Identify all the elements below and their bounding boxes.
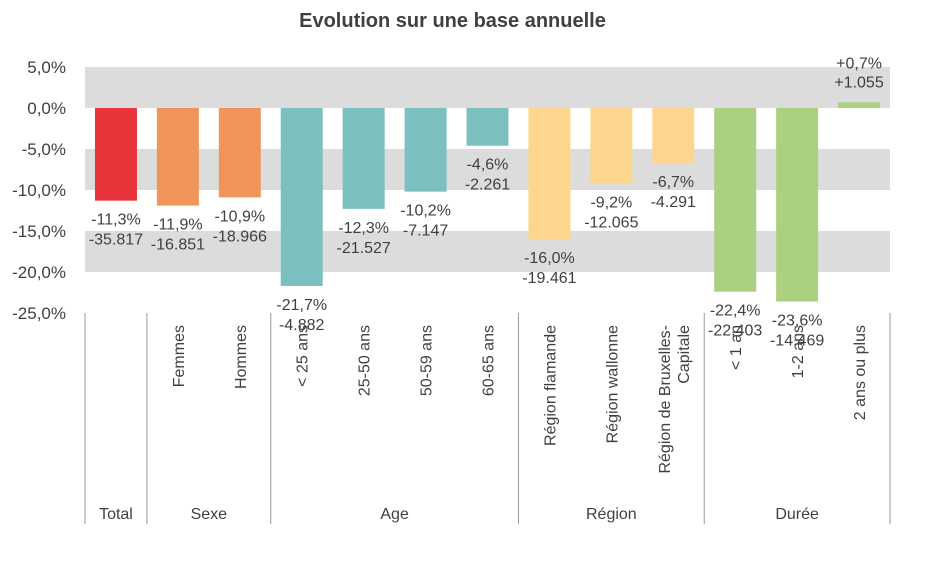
data-label-count: -22.403	[708, 323, 762, 340]
group-label: Durée	[775, 506, 819, 523]
bar	[466, 108, 509, 146]
category-label: Région flamande	[542, 325, 559, 446]
data-label-count: -4.291	[651, 194, 696, 211]
data-label-count: -14.469	[770, 333, 824, 350]
category-label: 25-50 ans	[357, 325, 374, 396]
data-label-percent: -16,0%	[524, 250, 575, 267]
y-tick-label: -15,0%	[12, 222, 66, 241]
category-label: 50-59 ans	[419, 325, 436, 396]
y-tick-label: 0,0%	[27, 99, 66, 118]
category-label: < 1 an	[728, 325, 745, 370]
data-label-percent: -21,7%	[276, 297, 327, 314]
bar	[590, 108, 633, 184]
bar	[714, 108, 757, 292]
category-label: Hommes	[233, 325, 250, 389]
data-label-percent: -11,9%	[153, 217, 203, 234]
bar	[652, 108, 695, 163]
y-tick-label: -10,0%	[12, 181, 66, 200]
y-tick-label: -25,0%	[12, 304, 66, 323]
data-label-count: -4.882	[279, 317, 324, 334]
y-tick-label: -20,0%	[12, 263, 66, 282]
chart-title: Evolution sur une base annuelle	[299, 10, 606, 32]
bar	[528, 108, 571, 240]
bar	[342, 108, 385, 209]
category-label: < 25 ans	[295, 325, 312, 387]
data-label-count: -16.851	[151, 237, 205, 254]
group-label: Age	[380, 506, 409, 523]
y-tick-label: -5,0%	[22, 140, 66, 159]
group-label: Total	[99, 506, 133, 523]
category-label: 2 ans ou plus	[852, 325, 869, 420]
bar	[776, 108, 819, 302]
data-label-percent: -22,4%	[710, 303, 761, 320]
category-label: Région de Bruxelles-	[657, 325, 674, 474]
data-label-percent: -10,2%	[400, 203, 451, 220]
data-label-count: -35.817	[89, 232, 143, 249]
category-label: 60-65 ans	[481, 325, 498, 396]
bar	[404, 108, 447, 192]
data-label-percent: -23,6%	[772, 313, 823, 330]
data-label-percent: +0,7%	[836, 55, 882, 72]
y-tick-label: 5,0%	[27, 58, 66, 77]
grid-band	[85, 231, 890, 272]
data-label-count: -19.461	[522, 270, 576, 287]
data-label-count: -7.147	[403, 223, 448, 240]
data-label-count: +1.055	[834, 74, 883, 91]
category-label: Région wallonne	[604, 325, 621, 443]
bar	[156, 108, 199, 206]
group-label: Sexe	[191, 506, 228, 523]
data-label-percent: -6,7%	[652, 174, 694, 191]
data-label-percent: -12,3%	[338, 220, 389, 237]
data-label-percent: -10,9%	[214, 208, 265, 225]
data-label-count: -12.065	[584, 214, 638, 231]
category-label: 1-2 ans	[790, 325, 807, 378]
data-label-count: -18.966	[213, 228, 267, 245]
data-label-percent: -11,3%	[91, 212, 141, 229]
bar	[280, 108, 323, 286]
category-label: Capitale	[676, 325, 693, 384]
category-label: Femmes	[171, 325, 188, 387]
bar	[838, 102, 881, 108]
bar	[94, 108, 137, 201]
data-label-count: -21.527	[337, 240, 391, 257]
grid-band	[85, 67, 890, 108]
group-label: Région	[586, 506, 637, 523]
data-label-count: -2.261	[465, 177, 510, 194]
bar	[218, 108, 261, 198]
data-label-percent: -9,2%	[590, 194, 632, 211]
data-label-percent: -4,6%	[467, 157, 509, 174]
